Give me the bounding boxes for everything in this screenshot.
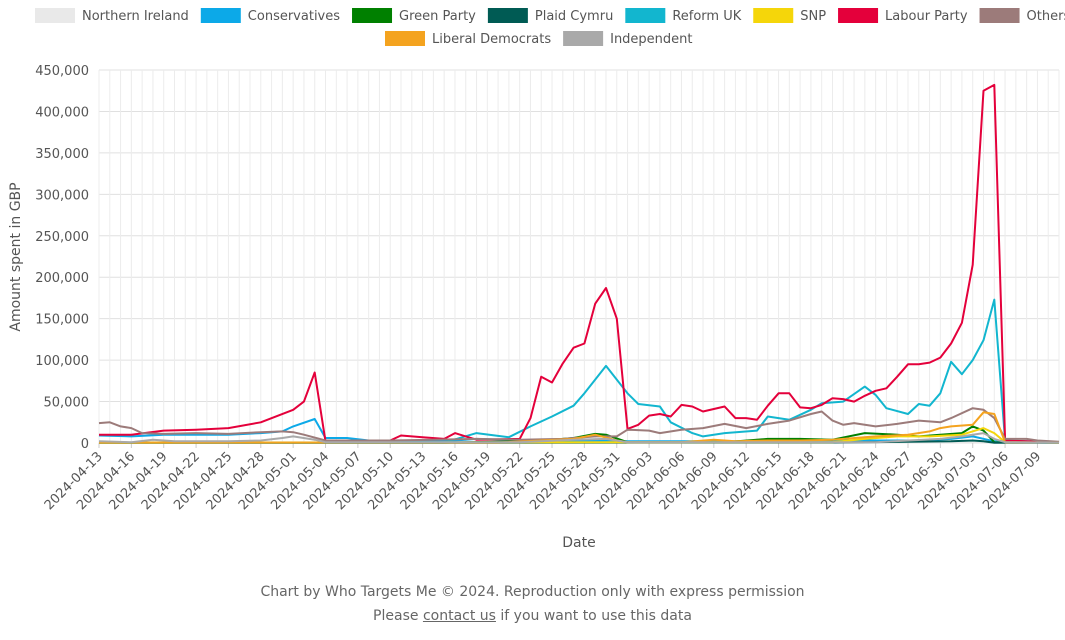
y-axis-title: Amount spent in GBP [8, 182, 24, 331]
legend-item-liberal-democrats[interactable]: Liberal Democrats [385, 31, 551, 47]
y-tick-label: 150,000 [35, 313, 89, 328]
y-tick-label: 0 [81, 437, 89, 452]
line-chart: Northern Ireland Conservatives Green Party… [8, 8, 1065, 551]
legend-swatch [352, 8, 393, 23]
legend-swatch [838, 8, 879, 23]
contact-text-before: Please [373, 608, 423, 624]
legend-swatch [200, 8, 241, 23]
chart-credit: Chart by Who Targets Me © 2024. Reproduc… [260, 584, 805, 600]
legend-item-labour-party[interactable]: Labour Party [838, 8, 968, 24]
y-tick-label: 350,000 [35, 147, 89, 162]
legend-swatch [35, 8, 75, 23]
series-line-independent[interactable] [98, 432, 1060, 444]
x-axis-ticks: 2024-04-132024-04-162024-04-192024-04-22… [42, 443, 1044, 513]
y-tick-label: 250,000 [35, 230, 89, 245]
legend-label: Labour Party [885, 9, 968, 24]
legend-label: SNP [800, 9, 826, 24]
contact-line: Please contact us if you want to use thi… [0, 608, 1065, 624]
legend-label: Reform UK [672, 9, 741, 24]
legend-item-independent[interactable]: Independent [563, 31, 693, 47]
series-line-others[interactable] [98, 407, 1060, 443]
legend-swatch [753, 8, 794, 23]
y-tick-label: 100,000 [35, 354, 89, 369]
legend-label: Liberal Democrats [432, 32, 551, 47]
y-tick-label: 50,000 [44, 396, 90, 411]
legend-item-plaid-cymru[interactable]: Plaid Cymru [487, 8, 613, 24]
y-tick-label: 200,000 [35, 271, 89, 286]
contact-us-link[interactable]: contact us [422, 608, 496, 624]
x-axis-title: Date [562, 535, 595, 551]
grid [98, 69, 1060, 444]
y-tick-label: 300,000 [35, 188, 89, 203]
legend-swatch [487, 8, 528, 23]
legend-swatch [625, 8, 666, 23]
legend-label: Conservatives [248, 9, 340, 24]
legend-label: Plaid Cymru [535, 9, 613, 24]
legend-swatch [979, 8, 1020, 23]
legend: Northern Ireland Conservatives Green Party… [35, 8, 1065, 47]
legend-item-northern-ireland[interactable]: Northern Ireland [35, 8, 189, 24]
legend-item-conservatives[interactable]: Conservatives [200, 8, 340, 24]
series-lines [98, 83, 1060, 444]
legend-item-green-party[interactable]: Green Party [352, 8, 476, 24]
legend-label: Independent [610, 32, 692, 47]
legend-label: Northern Ireland [82, 9, 189, 24]
y-tick-label: 400,000 [35, 105, 89, 120]
series-line-liberal-democrats[interactable] [99, 411, 1060, 444]
y-axis-ticks: 0 50,000 100,000 150,000 200,000 250,000 300,0… [35, 64, 89, 452]
legend-item-reform-uk[interactable]: Reform UK [625, 8, 742, 24]
legend-swatch [563, 31, 604, 46]
series-line-reform-uk[interactable] [99, 298, 1060, 444]
legend-label: Others [1027, 9, 1065, 24]
legend-swatch [385, 31, 425, 46]
legend-label: Green Party [399, 9, 476, 24]
y-tick-label: 450,000 [35, 64, 89, 79]
legend-item-snp[interactable]: SNP [753, 8, 826, 24]
series-line-snp[interactable] [98, 427, 1060, 444]
series-line-labour-party[interactable] [99, 83, 1060, 444]
legend-item-others[interactable]: Others [979, 8, 1065, 24]
contact-text-after: if you want to use this data [495, 608, 692, 624]
